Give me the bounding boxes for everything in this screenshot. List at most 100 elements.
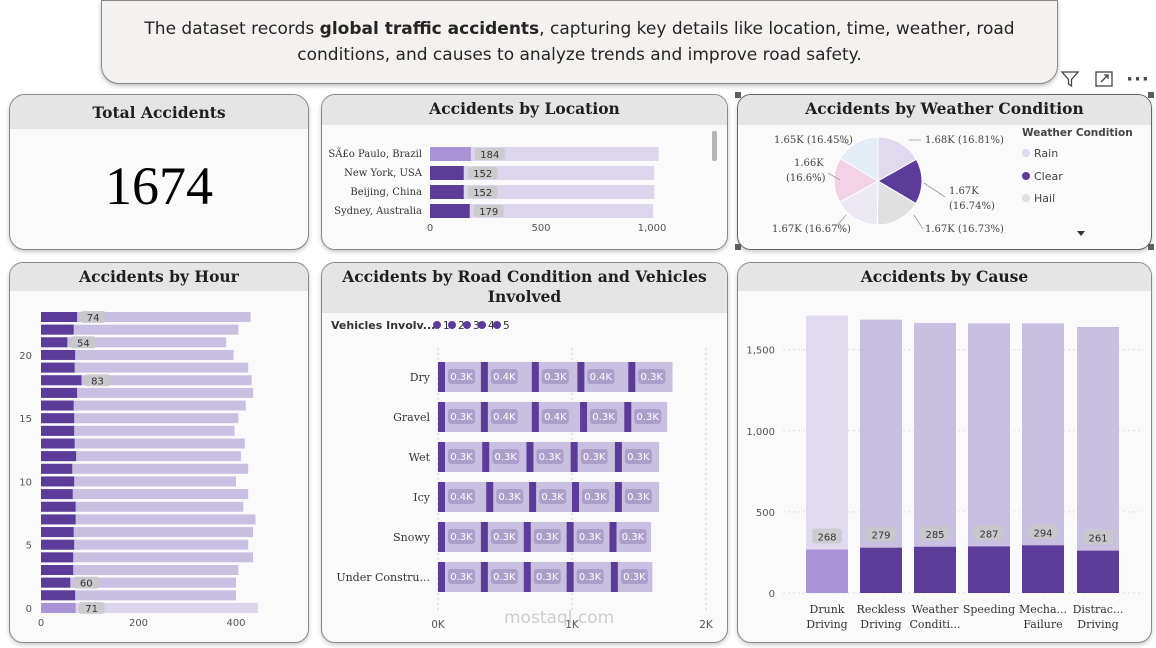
hour-chart-title: Accidents by Hour (10, 263, 308, 291)
hour-bar-highlight (41, 387, 78, 398)
legend-item-clear[interactable]: Clear (1034, 170, 1063, 183)
cause-chart-title: Accidents by Cause (738, 263, 1151, 291)
pie-slice (838, 180, 879, 226)
legend-scroll-down-icon[interactable] (1077, 231, 1085, 236)
road-category-label: Wet (409, 451, 431, 464)
hour-y-tick: 5 (26, 541, 32, 552)
hour-bar-total (41, 489, 249, 500)
road-bar-segment-accent (570, 442, 578, 472)
road-legend-marker (463, 321, 471, 329)
legend-item-rain[interactable]: Rain (1034, 147, 1058, 160)
pie-label: 1.65K (16.45%) (774, 135, 853, 146)
hour-chart: 74 54 83 60 71 20 15 10 5 00 200 400 (19, 311, 258, 629)
road-bar-segment-accent (614, 482, 622, 512)
road-bar-segment-accent (480, 562, 488, 592)
hour-bar-total (41, 425, 235, 436)
hour-bar-total (41, 400, 246, 411)
more-options-icon[interactable]: ··· (1126, 68, 1150, 90)
total-accidents-card[interactable]: Total Accidents 1674 (9, 94, 309, 250)
road-data-label: 0.3K (622, 532, 645, 543)
cause-y-tick: 0 (769, 589, 775, 600)
resize-handle[interactable] (1148, 244, 1154, 250)
road-bar-segment-accent (610, 562, 618, 592)
hour-bar-highlight (41, 565, 74, 575)
cause-x-label: Failure (1023, 618, 1062, 631)
legend-item-hail[interactable]: Hail (1034, 192, 1055, 205)
pie-label: (16.6%) (786, 173, 826, 184)
road-bar-segment-accent (438, 402, 445, 432)
location-scrollbar (712, 131, 717, 161)
location-chart: SÃ£o Paulo, Brazil 184 New York, USA 152 Bei… (328, 131, 717, 234)
hour-data-label-bg (78, 601, 105, 614)
hour-bar-highlight (41, 514, 76, 525)
hour-bar-total (41, 590, 236, 601)
hour-data-label: 54 (77, 338, 90, 349)
road-bar-segment-accent (526, 442, 534, 472)
weather-chart-card[interactable]: Accidents by Weather Condition 1.65K (16… (737, 94, 1152, 250)
road-data-label: 0.3K (450, 372, 473, 383)
resize-handle[interactable] (735, 92, 741, 98)
road-data-label: 0.3K (539, 452, 562, 463)
road-x-tick: 0K (431, 619, 446, 631)
hour-bar-total (41, 463, 249, 474)
cause-x-label: Speeding (963, 603, 1015, 616)
cause-x-label: Reckless (857, 603, 906, 616)
hour-bar-highlight (41, 425, 75, 436)
hour-y-tick: 15 (19, 414, 32, 425)
cause-x-label: Driving (1077, 618, 1118, 631)
location-chart-title: Accidents by Location (322, 95, 727, 125)
hour-bar-highlight (41, 577, 71, 588)
hour-bar-highlight (41, 463, 73, 474)
resize-handle[interactable] (1148, 92, 1154, 98)
hour-bar-highlight (41, 527, 74, 538)
road-x-tick: 1K (565, 619, 580, 631)
resize-handle[interactable] (735, 244, 741, 250)
road-data-label-bg (638, 369, 666, 384)
road-legend-marker (493, 321, 501, 329)
road-data-label-bg (624, 449, 652, 464)
hour-bar-total (41, 387, 254, 398)
hour-x-tick: 400 (226, 618, 245, 629)
road-data-label-bg (448, 449, 475, 464)
hour-data-label: 60 (80, 579, 93, 590)
cause-chart-card[interactable]: Accidents by Cause 1,500 1,000 500 0 268 Drun… (737, 262, 1152, 643)
road-legend-title: Vehicles Involv... (331, 319, 435, 332)
hour-bar-highlight (41, 349, 76, 360)
location-x-tick: 500 (531, 223, 550, 234)
road-chart-card[interactable]: Accidents by Road Condition and Vehicles… (321, 262, 728, 643)
road-chart-title-line2: Involved (487, 287, 562, 306)
road-x-tick: 2K (699, 619, 714, 631)
hour-bar-highlight (41, 324, 74, 335)
cause-data-label-bg (974, 525, 1004, 541)
legend-title: Weather Condition (1022, 127, 1133, 139)
location-chart-card[interactable]: Accidents by Location SÃ£o Paulo, Brazil… (321, 94, 728, 250)
road-bar-segment-accent (480, 402, 488, 432)
pie-label: 1.67K (16.73%) (925, 224, 1004, 235)
road-bar-segment-accent (529, 482, 537, 512)
pie-leader-line (913, 214, 924, 230)
pie-leader-line (827, 172, 841, 181)
focus-mode-icon[interactable] (1090, 67, 1118, 91)
road-data-label: 0.3K (641, 372, 664, 383)
hour-chart-card[interactable]: Accidents by Hour 74 54 83 60 71 20 15 10 5 0 0 200… (9, 262, 309, 643)
road-data-label-bg (634, 409, 662, 424)
road-data-label-bg (490, 369, 518, 384)
road-category-label: Dry (410, 371, 431, 384)
kpi-value: 1674 (105, 156, 213, 216)
location-data-label-bg (473, 205, 504, 217)
hour-y-tick: 0 (26, 604, 32, 615)
road-category-label: Under Constru... (336, 571, 430, 584)
road-data-label-bg (539, 489, 567, 504)
road-data-label: 0.3K (493, 572, 516, 583)
filter-icon[interactable] (1056, 67, 1084, 91)
location-bar-highlight (430, 147, 471, 161)
hour-bar-total (41, 602, 258, 613)
road-category-label: Gravel (393, 411, 430, 424)
hour-bar-highlight (41, 489, 73, 500)
pie-leader-line (837, 139, 851, 146)
hour-data-label: 71 (85, 604, 98, 615)
pie-label: 1.68K (16.81%) (925, 135, 1004, 146)
location-label: Beijing, China (350, 187, 422, 198)
road-data-label: 0.3K (579, 532, 602, 543)
hour-data-label: 74 (87, 313, 100, 324)
